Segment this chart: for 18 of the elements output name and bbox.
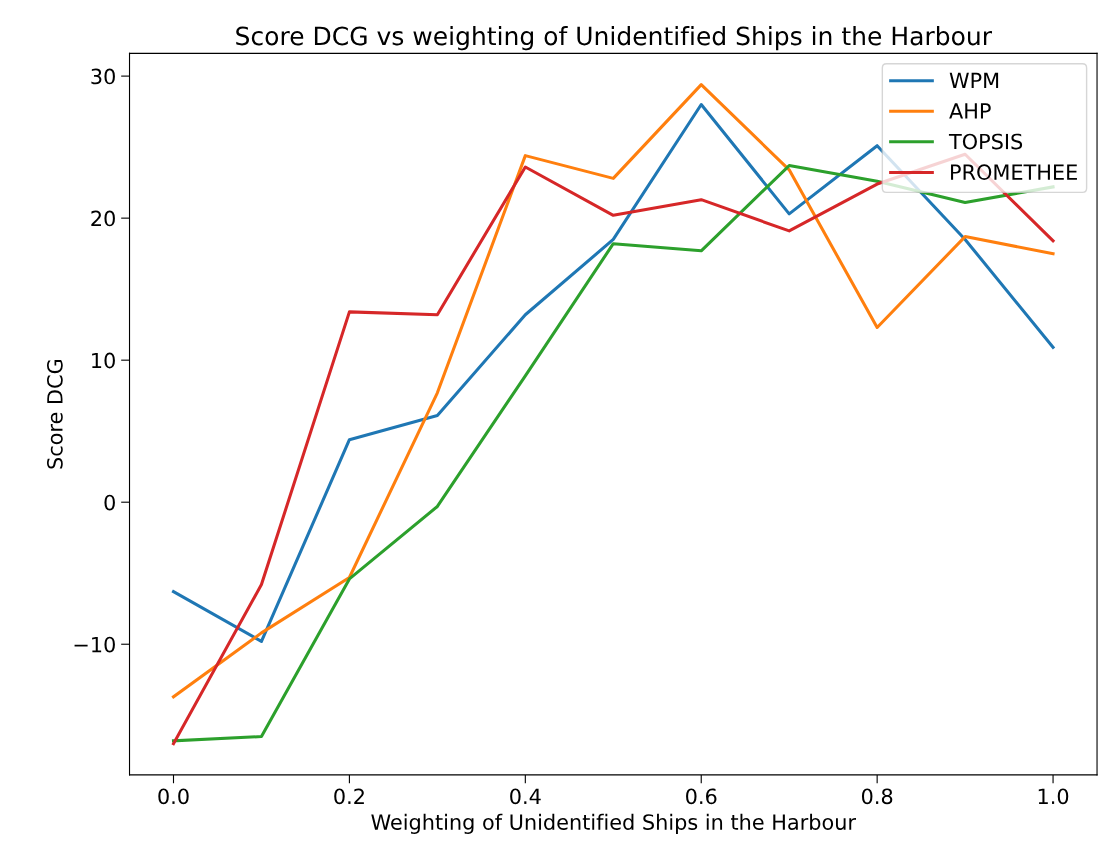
x-tick-label: 1.0: [1038, 788, 1069, 805]
y-tick-label: −10: [74, 636, 115, 653]
x-tick-label: 0.0: [158, 788, 189, 805]
y-tick-label: 30: [91, 68, 115, 85]
legend-label: TOPSIS: [948, 133, 1023, 150]
legend-label: AHP: [949, 103, 991, 119]
x-axis-title: Weighting of Unidentified Ships in the Harbour: [371, 813, 856, 834]
legend-label: PROMETHEE: [951, 164, 1077, 180]
x-tick-label: 0.8: [861, 788, 893, 805]
y-tick-label: 20: [91, 210, 115, 227]
x-tick-label: 0.2: [334, 788, 364, 805]
y-axis-title: Score DCG: [47, 360, 63, 469]
y-tick-label: 10: [92, 352, 115, 369]
x-tick-label: 0.4: [510, 788, 541, 805]
chart-title: Score DCG vs weighting of Unidentified Ships in the Harbour: [236, 26, 993, 51]
y-tick-label: 0: [104, 494, 115, 511]
legend-label: WPM: [949, 72, 999, 88]
x-tick-label: 0.6: [686, 788, 717, 805]
